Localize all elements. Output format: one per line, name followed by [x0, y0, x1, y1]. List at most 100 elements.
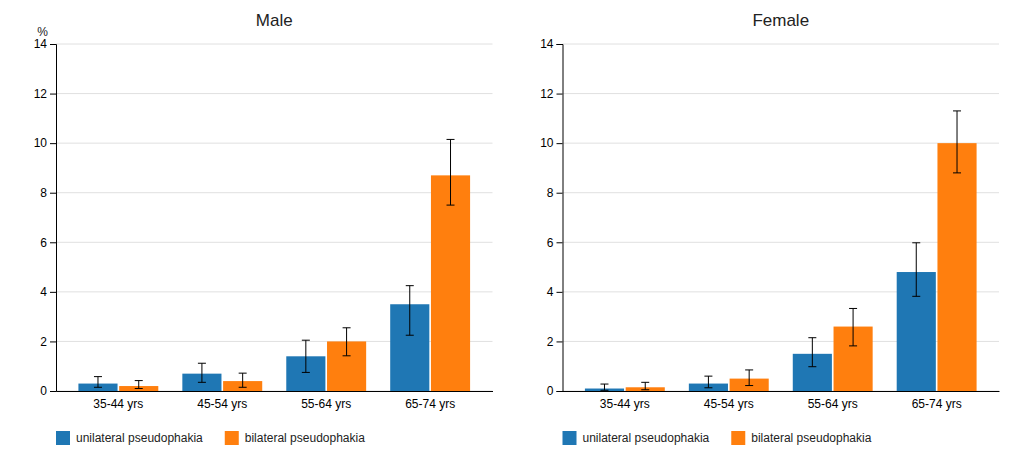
plot-area [585, 111, 977, 391]
bar-series [626, 143, 977, 391]
legend: unilateral pseudophakia bilateral pseudop… [56, 431, 365, 445]
bar-series [585, 272, 936, 391]
x-tick: 65-74 yrs [912, 397, 962, 411]
y-axis-line [50, 45, 57, 392]
y-tick-label: 6 [40, 236, 47, 250]
y-tick: 10 [540, 136, 562, 150]
y-tick: 0 [40, 384, 56, 398]
x-tick: 35-44 yrs [93, 397, 143, 411]
error-bars [641, 111, 961, 390]
y-tick: 14 [540, 37, 562, 51]
bar [431, 175, 470, 391]
error-bars [135, 139, 455, 388]
y-tick: 2 [547, 335, 563, 349]
legend-item: unilateral pseudophakia [56, 431, 203, 445]
x-axis: 35-44 yrs 45-54 yrs 55-64 yrs 65-74 yrs [57, 392, 494, 411]
error-bar [849, 308, 857, 345]
panel: 0 2 4 6 8 10 12 14 35-44 yrs 45-54 yrs 55-64 yrs 65… [540, 11, 999, 445]
y-tick-mark [50, 193, 56, 194]
grid-line [56, 44, 493, 45]
legend-swatch [563, 431, 577, 445]
x-axis: 35-44 yrs 45-54 yrs 55-64 yrs 65-74 yrs [563, 392, 1000, 411]
bar-series [78, 304, 429, 391]
bar-series [119, 175, 470, 391]
y-tick-label: 2 [547, 335, 554, 349]
y-tick-label: 0 [40, 384, 47, 398]
legend-label: unilateral pseudophakia [583, 431, 710, 445]
x-tick-label: 45-54 yrs [197, 397, 247, 411]
x-tick-label: 45-54 yrs [704, 397, 754, 411]
y-tick: 4 [547, 285, 563, 299]
bar [937, 143, 976, 391]
y-axis: 02468101214 [34, 37, 57, 398]
error-bar [641, 382, 649, 389]
x-tick-label: 55-64 yrs [301, 397, 351, 411]
grid-line [56, 143, 493, 144]
x-tick: 45-54 yrs [197, 397, 247, 411]
legend-swatch [731, 431, 745, 445]
error-bar [406, 286, 414, 336]
y-tick-mark [557, 242, 563, 243]
error-bar [704, 376, 712, 388]
y-axis-label: % [37, 25, 48, 39]
y-tick: 0 [547, 384, 563, 398]
error-bar [94, 377, 102, 388]
title: Female [752, 11, 809, 30]
y-tick: 10 [34, 136, 56, 150]
legend-item: bilateral pseudophakia [225, 431, 365, 445]
x-tick-label: 65-74 yrs [912, 397, 962, 411]
error-bar [953, 111, 961, 173]
y-tick: 6 [547, 236, 563, 250]
grid-line [563, 44, 1000, 45]
y-tick-label: 10 [540, 136, 554, 150]
y-tick-label: 8 [547, 186, 554, 200]
y-tick-mark [557, 341, 563, 342]
y-tick-label: 6 [547, 236, 554, 250]
x-tick-label: 35-44 yrs [600, 397, 650, 411]
grid-line [56, 93, 493, 94]
y-tick: 6 [40, 236, 56, 250]
plot-area [78, 139, 470, 391]
y-tick: 8 [547, 186, 563, 200]
y-tick-mark [50, 292, 56, 293]
error-bar [745, 370, 753, 386]
error-bar [808, 338, 816, 367]
grid-line [563, 242, 1000, 243]
grid [563, 44, 1000, 391]
title: Male [256, 11, 293, 30]
grid-line [56, 242, 493, 243]
chart: 0246810121435-44 yrs45-54 yrs55-64 yrs65… [0, 0, 1019, 475]
error-bar [198, 363, 206, 382]
y-tick-mark [50, 391, 56, 392]
y-tick: 14 [34, 37, 56, 51]
x-tick: 35-44 yrs [600, 397, 650, 411]
y-tick-label: 4 [547, 285, 554, 299]
y-axis: 0 2 4 6 8 10 12 14 [540, 37, 563, 398]
y-axis-line [557, 45, 564, 392]
error-bar [302, 340, 310, 372]
y-tick-label: 8 [40, 186, 47, 200]
x-tick: 45-54 yrs [704, 397, 754, 411]
grid [56, 44, 493, 391]
y-tick-label: 12 [540, 87, 554, 101]
error-bar [343, 328, 351, 356]
x-axis-line [57, 391, 494, 392]
y-tick-mark [557, 143, 563, 144]
y-tick-label: 10 [34, 136, 48, 150]
x-tick-label: 35-44 yrs [93, 397, 143, 411]
y-tick-label: 2 [40, 335, 47, 349]
x-tick: 55-64 yrs [808, 397, 858, 411]
grid-line [563, 93, 1000, 94]
y-tick-mark [50, 143, 56, 144]
x-axis-line [563, 391, 1000, 392]
y-tick-mark [50, 44, 56, 45]
x-tick: 55-64 yrs [301, 397, 351, 411]
error-bar [135, 381, 143, 389]
x-tick: 65-74 yrs [405, 397, 455, 411]
error-bars [600, 243, 920, 390]
y-tick-mark [50, 94, 56, 95]
y-tick-label: 14 [34, 37, 48, 51]
y-tick-mark [557, 292, 563, 293]
y-tick-mark [557, 44, 563, 45]
y-tick-label: 4 [40, 285, 47, 299]
